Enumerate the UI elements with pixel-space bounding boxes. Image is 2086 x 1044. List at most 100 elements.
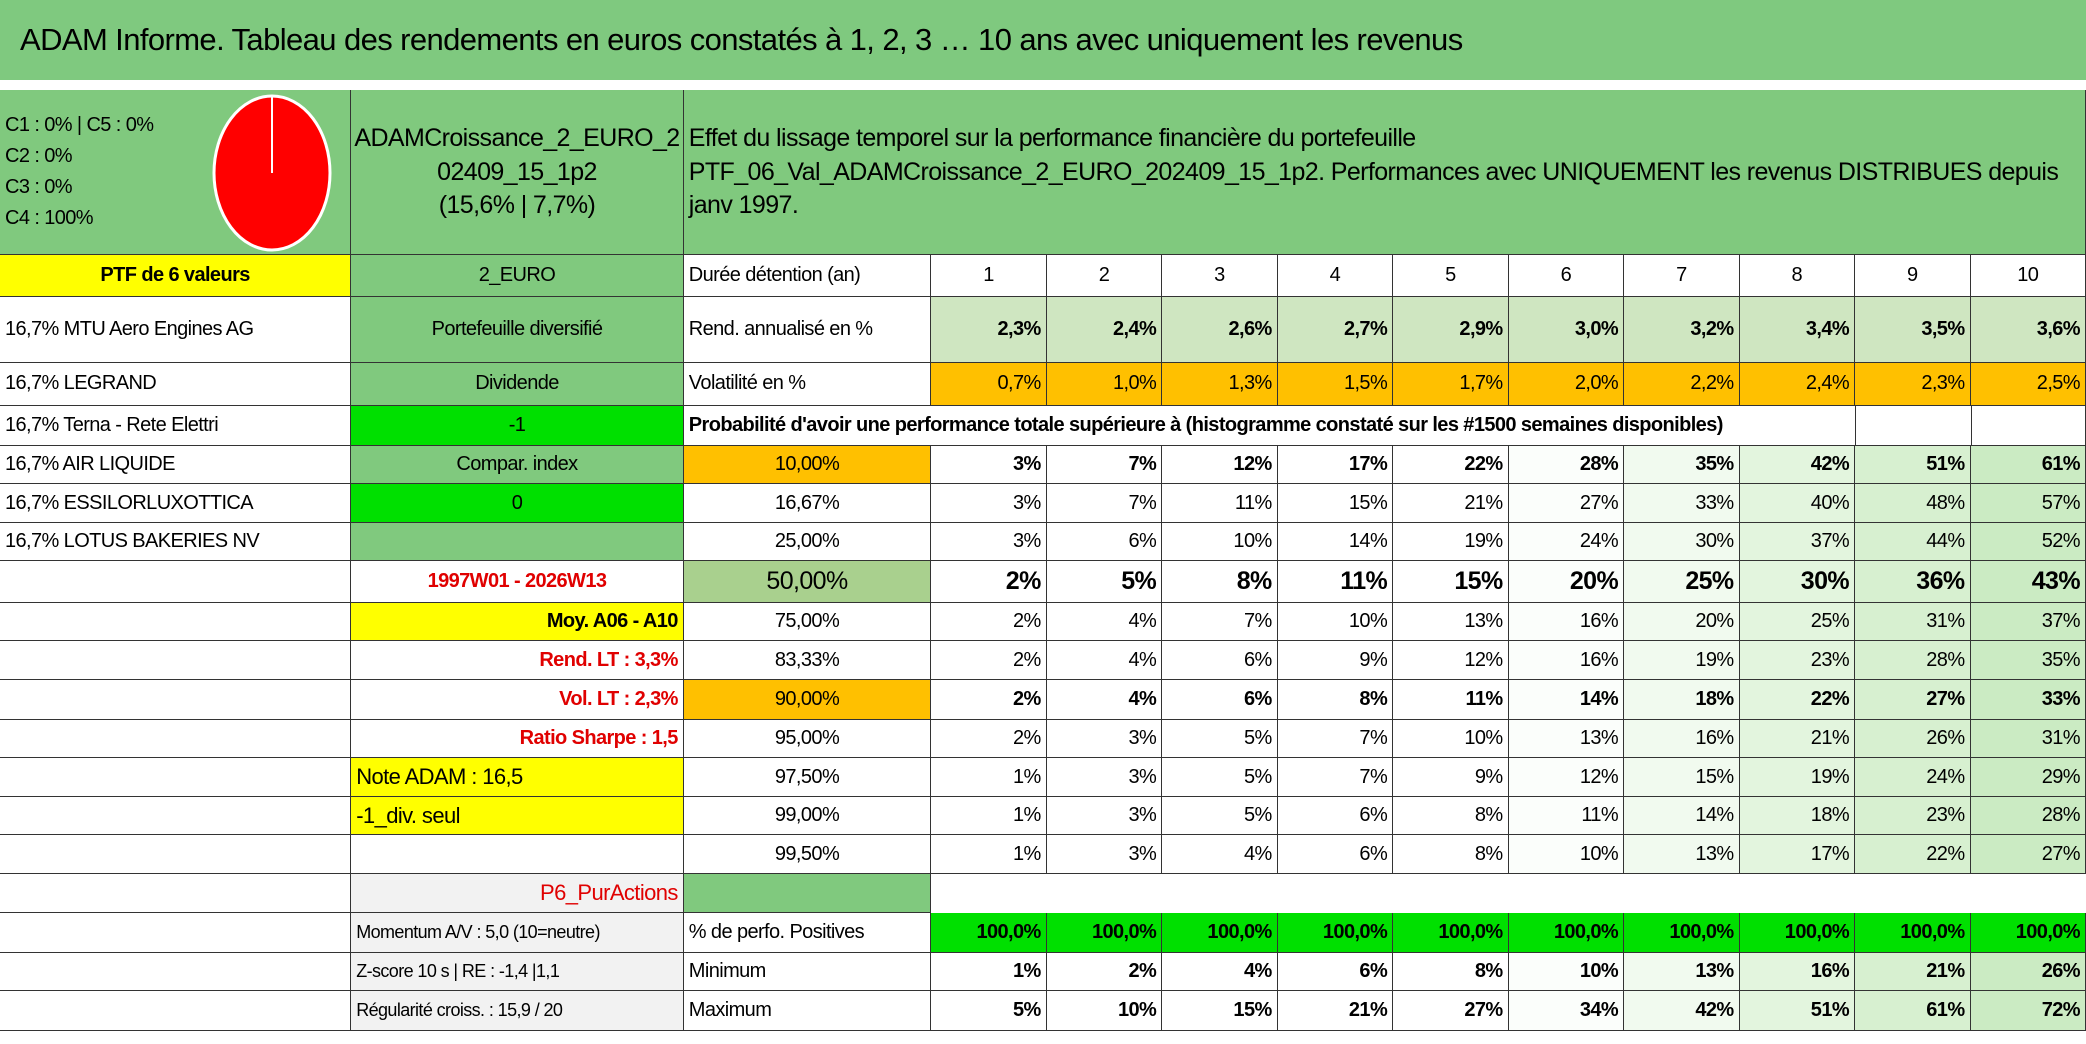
- value-cell: 100,0%: [1393, 912, 1509, 953]
- cell-text: P6_PurActions: [540, 879, 678, 905]
- empty-cell: [0, 952, 352, 992]
- cell-text: 6: [1560, 264, 1572, 287]
- cell-text: 48%: [1926, 491, 1965, 514]
- holding: 16,7% Terna - Rete Elettri: [0, 405, 352, 446]
- holding: 16,7% LOTUS BAKERIES NV: [0, 522, 352, 562]
- portfolio-line: (15,6% | 7,7%): [438, 191, 596, 220]
- cell-text: 11%: [1581, 804, 1619, 827]
- cell-text: 37%: [1810, 530, 1850, 553]
- row-label: 50,00%: [683, 561, 932, 603]
- cell-text: 9%: [1359, 648, 1388, 671]
- value-cell: 2%: [1046, 952, 1163, 992]
- cell-text: 27%: [1464, 999, 1503, 1022]
- value-cell: 31%: [1970, 719, 2086, 759]
- column-header: 1: [931, 255, 1047, 297]
- cell-text: Note ADAM : 16,5: [356, 764, 523, 790]
- value-cell: 1,0%: [1046, 363, 1163, 406]
- empty-cell: [0, 835, 352, 875]
- cell-text: 17%: [1810, 842, 1850, 865]
- value-cell: 33%: [1624, 484, 1740, 523]
- value-cell: 3%: [1046, 758, 1163, 797]
- value-cell: 27%: [1508, 484, 1625, 523]
- value-cell: 7%: [1277, 758, 1394, 797]
- side-label: P6_PurActions: [351, 874, 684, 913]
- cell-text: 3%: [1128, 804, 1157, 827]
- cell-text: 31%: [2041, 727, 2081, 749]
- value-cell: 16%: [1508, 602, 1625, 642]
- cell-text: 1%: [1013, 842, 1041, 865]
- cell-text: 42%: [1810, 452, 1850, 475]
- cell-text: -1: [508, 413, 526, 436]
- side-label: 0: [351, 484, 684, 523]
- row-label: Minimum: [683, 952, 932, 992]
- value-cell: 4%: [1162, 835, 1278, 875]
- cell-text: 100,0%: [976, 920, 1041, 943]
- value-cell: 3,5%: [1855, 296, 1971, 364]
- cell-text: 13%: [1464, 609, 1503, 632]
- value-cell: 1,3%: [1162, 363, 1278, 406]
- cell-text: 7%: [1128, 452, 1157, 475]
- row-label: Volatilité en %: [683, 363, 932, 406]
- cell-text: 3,6%: [2036, 317, 2081, 340]
- value-cell: 2%: [931, 641, 1047, 680]
- cell-text: 15%: [1695, 765, 1734, 788]
- cell-text: Rend. LT : 3,3%: [539, 648, 678, 671]
- cell-text: 26%: [1926, 727, 1965, 749]
- cell-text: 24%: [1579, 530, 1619, 553]
- value-cell: 100,0%: [1277, 912, 1394, 953]
- cell-text: 5%: [1121, 567, 1157, 596]
- cell-text: 34%: [1579, 999, 1619, 1022]
- empty-cell: [0, 991, 352, 1032]
- cell-text: 37%: [2041, 609, 2081, 632]
- cell-text: 8%: [1359, 687, 1388, 710]
- cell-text: 28%: [1579, 452, 1619, 475]
- cell-text: 19%: [1810, 765, 1850, 788]
- value-cell: 27%: [1855, 679, 1971, 720]
- legend-entry: C1 : 0% | C5 : 0%: [5, 114, 154, 137]
- cell-text: 11%: [1234, 491, 1272, 514]
- value-cell: 48%: [1855, 484, 1971, 523]
- cell-text: 4%: [1128, 648, 1157, 671]
- cell-text: 3,2%: [1690, 317, 1734, 340]
- cell-text: 2: [1098, 264, 1110, 287]
- empty-cell: [0, 641, 352, 680]
- cell-text: 4%: [1243, 959, 1272, 982]
- cell-text: 21%: [1810, 727, 1850, 749]
- value-cell: 1,7%: [1393, 363, 1509, 406]
- cell-text: 3%: [1013, 530, 1041, 553]
- cell-text: 2%: [1128, 959, 1157, 982]
- value-cell: 17%: [1739, 835, 1856, 875]
- value-cell: 15%: [1624, 758, 1740, 797]
- cell-text: 27%: [1579, 491, 1619, 514]
- cell-text: 22%: [1464, 452, 1503, 475]
- value-cell: 100,0%: [931, 912, 1047, 953]
- cell-text: 83,33%: [774, 648, 840, 671]
- side-label: [351, 835, 684, 875]
- cell-text: 5%: [1013, 999, 1041, 1022]
- cell-text: 42%: [1695, 999, 1734, 1022]
- value-cell: 15%: [1277, 484, 1394, 523]
- cell-text: 100,0%: [1091, 920, 1157, 943]
- cell-text: 1,5%: [1343, 372, 1388, 395]
- value-cell: 1%: [931, 952, 1047, 992]
- legend-entry: C3 : 0%: [5, 176, 73, 199]
- cell-text: 12%: [1464, 648, 1503, 671]
- value-cell: 3%: [931, 522, 1047, 562]
- empty-cell: [0, 796, 352, 836]
- value-cell: 15%: [1162, 991, 1278, 1032]
- side-label: Moy. A06 - A10: [351, 602, 684, 642]
- cell-text: 3,4%: [1805, 317, 1850, 340]
- cell-text: 7: [1676, 264, 1687, 287]
- value-cell: 10%: [1508, 835, 1625, 875]
- cell-text: 75,00%: [774, 609, 840, 632]
- cell-text: 100,0%: [1322, 920, 1388, 943]
- cell-text: 23%: [1926, 804, 1965, 827]
- empty-cell: [0, 912, 352, 953]
- cell-text: 6%: [1128, 530, 1157, 553]
- cell-text: 16,7% LOTUS BAKERIES NV: [5, 530, 260, 553]
- value-cell: 3%: [931, 484, 1047, 523]
- value-cell: 30%: [1739, 561, 1856, 603]
- cell-text: 2,6%: [1228, 317, 1272, 340]
- value-cell: 3,6%: [1970, 296, 2086, 364]
